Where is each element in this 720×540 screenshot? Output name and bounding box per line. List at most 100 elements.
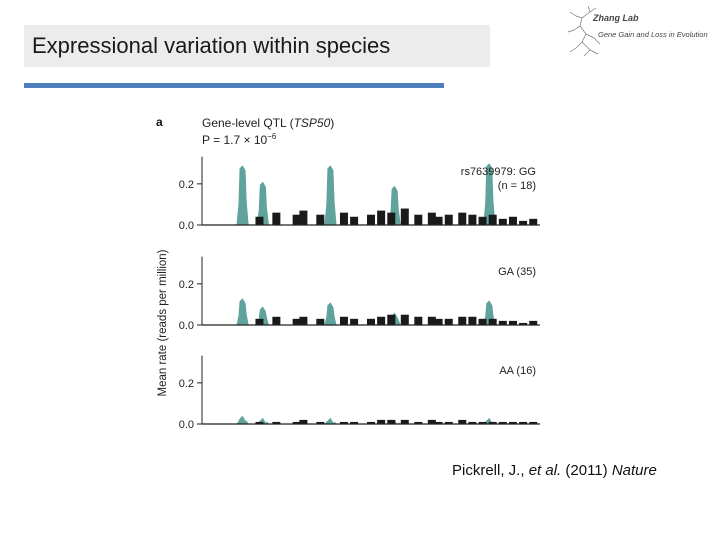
y-tick-label-1-1: 0.2 bbox=[179, 279, 194, 291]
bin-black-1-16 bbox=[468, 316, 477, 325]
p-value-text: P = 1.7 × 10 bbox=[202, 133, 267, 147]
peak-teal-0-4 bbox=[483, 163, 496, 225]
bin-black-2-5 bbox=[339, 421, 348, 424]
bin-black-0-15 bbox=[458, 212, 467, 225]
bin-black-2-15 bbox=[458, 419, 467, 424]
y-tick-label-2-1: 0.2 bbox=[179, 378, 194, 390]
bin-black-0-19 bbox=[498, 218, 507, 225]
bin-black-2-7 bbox=[367, 421, 375, 424]
chart-title-gene: TSP50 bbox=[294, 116, 331, 130]
bin-black-2-13 bbox=[434, 421, 443, 424]
citation: Pickrell, J., et al. (2011) Nature bbox=[452, 462, 657, 479]
bin-black-0-3 bbox=[299, 210, 308, 225]
bin-black-0-4 bbox=[316, 214, 325, 225]
lab-logo-title: Zhang Lab bbox=[593, 13, 639, 23]
bin-black-2-22 bbox=[529, 421, 538, 424]
genotype-label-1: GA (35) bbox=[498, 266, 536, 278]
bin-black-1-1 bbox=[272, 316, 281, 325]
bin-black-1-15 bbox=[458, 316, 467, 325]
bin-black-2-10 bbox=[400, 419, 409, 424]
bin-black-1-18 bbox=[488, 318, 497, 325]
peak-teal-1-2 bbox=[324, 302, 337, 325]
bin-black-1-0 bbox=[255, 318, 264, 325]
lab-logo-subtitle: Gene Gain and Loss in Evolution bbox=[598, 30, 708, 39]
bin-black-1-6 bbox=[350, 318, 359, 325]
bin-black-0-14 bbox=[444, 214, 453, 225]
peak-teal-2-2 bbox=[324, 417, 337, 424]
bin-black-0-20 bbox=[508, 216, 517, 225]
bin-black-1-9 bbox=[387, 314, 396, 325]
citation-authors: Pickrell, J., bbox=[452, 462, 529, 479]
y-tick-label-0-0: 0.0 bbox=[179, 220, 194, 232]
bin-black-1-12 bbox=[427, 316, 436, 325]
peak-teal-1-0 bbox=[236, 298, 249, 325]
bin-black-1-5 bbox=[339, 316, 348, 325]
bin-black-1-13 bbox=[434, 318, 443, 325]
y-axis-label: Mean rate (reads per million) bbox=[157, 249, 169, 396]
peak-teal-0-0 bbox=[236, 165, 249, 225]
citation-etal: et al. bbox=[528, 462, 562, 479]
n-label-0: (n = 18) bbox=[498, 180, 536, 192]
bin-black-1-14 bbox=[444, 318, 453, 325]
bin-black-2-4 bbox=[316, 421, 325, 424]
bin-black-2-9 bbox=[387, 419, 396, 424]
chart-title-text: Gene-level QTL ( bbox=[202, 116, 294, 130]
bin-black-0-21 bbox=[519, 220, 528, 225]
bin-black-0-13 bbox=[434, 216, 443, 225]
bin-black-0-6 bbox=[350, 216, 359, 225]
y-tick-label-2-0: 0.0 bbox=[179, 419, 194, 431]
chart-title: Gene-level QTL (TSP50) bbox=[202, 116, 334, 130]
bin-black-0-18 bbox=[488, 214, 497, 225]
bin-black-2-16 bbox=[468, 421, 477, 424]
peak-teal-2-0 bbox=[236, 415, 249, 424]
bin-black-1-10 bbox=[400, 314, 409, 325]
bin-black-1-7 bbox=[367, 318, 375, 325]
lab-logo-icon bbox=[567, 5, 601, 57]
p-value-label: P = 1.7 × 10−6 bbox=[202, 132, 277, 147]
bin-black-2-12 bbox=[427, 419, 436, 424]
bin-black-0-8 bbox=[377, 210, 386, 225]
bin-black-2-18 bbox=[488, 421, 497, 424]
bin-black-0-12 bbox=[427, 212, 436, 225]
bin-black-0-10 bbox=[400, 208, 409, 225]
bin-black-1-22 bbox=[529, 320, 538, 325]
bin-black-2-14 bbox=[444, 421, 453, 424]
citation-year: (2011) bbox=[561, 462, 612, 479]
bin-black-1-8 bbox=[377, 316, 386, 325]
bin-black-2-2 bbox=[292, 421, 301, 424]
peak-teal-0-1 bbox=[256, 181, 269, 225]
bin-black-0-16 bbox=[468, 214, 477, 225]
y-tick-label-1-0: 0.0 bbox=[179, 320, 194, 332]
citation-journal: Nature bbox=[611, 462, 657, 479]
title-underline bbox=[24, 83, 444, 88]
slide-title-box: Expressional variation within species bbox=[24, 25, 490, 67]
bin-black-1-4 bbox=[316, 318, 325, 325]
bin-black-1-11 bbox=[414, 316, 423, 325]
bin-black-2-6 bbox=[350, 421, 359, 424]
bin-black-0-0 bbox=[255, 216, 264, 225]
peak-teal-0-2 bbox=[324, 165, 337, 225]
bin-black-2-3 bbox=[299, 419, 308, 424]
bin-black-2-11 bbox=[414, 421, 423, 424]
panel-letter: a bbox=[156, 115, 163, 129]
bin-black-2-1 bbox=[272, 421, 281, 424]
slide-title: Expressional variation within species bbox=[32, 33, 391, 58]
bin-black-1-2 bbox=[292, 318, 301, 325]
y-tick-label-0-1: 0.2 bbox=[179, 179, 194, 191]
bin-black-1-20 bbox=[508, 320, 517, 325]
bin-black-2-0 bbox=[255, 421, 264, 424]
bin-black-0-11 bbox=[414, 214, 423, 225]
bin-black-2-21 bbox=[519, 421, 528, 424]
bin-black-0-9 bbox=[387, 212, 396, 225]
bin-black-2-20 bbox=[508, 421, 517, 424]
bin-black-0-5 bbox=[339, 212, 348, 225]
bin-black-2-17 bbox=[478, 421, 487, 424]
bin-black-0-7 bbox=[367, 214, 375, 225]
bin-black-1-3 bbox=[299, 316, 308, 325]
bin-black-1-19 bbox=[498, 320, 507, 325]
bin-black-0-2 bbox=[292, 214, 301, 225]
genotype-label-0: rs7639979: GG bbox=[461, 166, 536, 178]
peak-teal-1-4 bbox=[483, 300, 496, 325]
bin-black-2-19 bbox=[498, 421, 507, 424]
chart-title-suffix: ) bbox=[330, 116, 334, 130]
